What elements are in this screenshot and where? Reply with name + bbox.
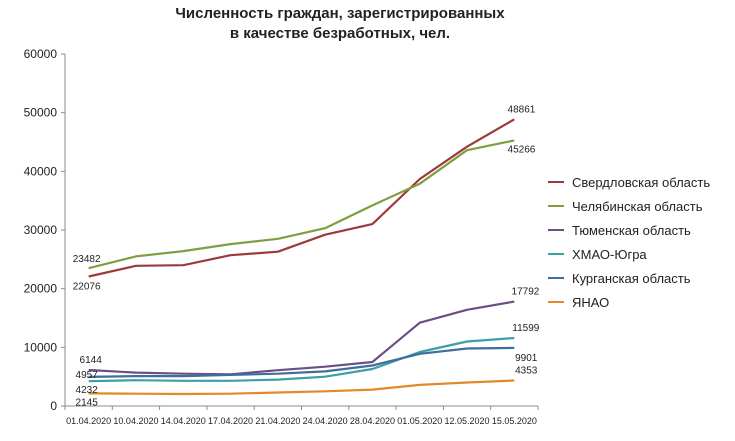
legend-swatch xyxy=(548,277,564,279)
series-line-1 xyxy=(88,139,515,270)
y-tick-label: 30000 xyxy=(24,223,58,237)
x-tick-label: 17.04.2020 xyxy=(208,416,253,426)
legend-label: Свердловская область xyxy=(572,174,711,190)
legend-label: ЯНАО xyxy=(572,294,610,310)
chart-title-line-2: в качестве безработных, чел. xyxy=(229,25,451,42)
x-tick-label: 01.04.2020 xyxy=(66,416,111,426)
legend-label: Тюменская область xyxy=(572,222,691,238)
legend-label: Курганская область xyxy=(572,270,691,286)
data-label: 22076 xyxy=(73,281,101,292)
y-tick-label: 0 xyxy=(50,399,57,413)
data-label: 2145 xyxy=(76,397,99,408)
data-label: 23482 xyxy=(73,254,101,265)
legend-label: Челябинская область xyxy=(572,198,703,214)
legend-swatch xyxy=(548,205,564,207)
data-label: 4353 xyxy=(515,365,538,376)
legend-label: ХМАО-Югра xyxy=(572,246,647,262)
legend-item: ХМАО-Югра xyxy=(548,242,733,266)
x-tick-label: 14.04.2020 xyxy=(161,416,206,426)
x-tick-label: 21.04.2020 xyxy=(255,416,300,426)
y-tick-label: 40000 xyxy=(24,164,58,178)
x-tick-label: 01.05.2020 xyxy=(397,416,442,426)
chart-title-line-1: Численность граждан, зарегистрированных xyxy=(175,5,505,22)
chart-title: Численность граждан, зарегистрированных … xyxy=(60,4,620,44)
x-tick-label: 28.04.2020 xyxy=(350,416,395,426)
data-label: 9901 xyxy=(515,353,538,364)
x-tick-label: 15.05.2020 xyxy=(492,416,537,426)
data-label: 17792 xyxy=(512,287,540,298)
legend-swatch xyxy=(548,229,564,231)
legend-swatch xyxy=(548,253,564,255)
data-labels: 22076 48861 23482 45266 6144 17792 4232 11599 49… xyxy=(73,104,540,408)
data-label: 48861 xyxy=(508,104,536,115)
legend: Свердловская область Челябинская область Т… xyxy=(548,170,733,314)
legend-item: Свердловская область xyxy=(548,170,733,194)
series-line-5 xyxy=(88,379,515,396)
series-line-2 xyxy=(88,300,515,376)
legend-swatch xyxy=(548,301,564,303)
legend-swatch xyxy=(548,181,564,183)
legend-item: Челябинская область xyxy=(548,194,733,218)
series-line-3 xyxy=(88,336,515,383)
y-tick-label: 60000 xyxy=(24,47,58,61)
y-tick-label: 10000 xyxy=(24,340,58,354)
legend-item: Тюменская область xyxy=(548,218,733,242)
data-label: 11599 xyxy=(512,323,540,334)
series-lines xyxy=(88,118,515,396)
series-line-4 xyxy=(88,346,515,378)
legend-item: ЯНАО xyxy=(548,290,733,314)
data-label: 45266 xyxy=(508,144,536,155)
x-tick-label: 12.05.2020 xyxy=(445,416,490,426)
series-line-0 xyxy=(88,118,515,278)
data-label: 4957 xyxy=(76,370,99,381)
y-tick-label: 50000 xyxy=(24,106,58,120)
y-tick-label: 20000 xyxy=(24,282,58,296)
x-tick-label: 24.04.2020 xyxy=(303,416,348,426)
data-label: 6144 xyxy=(80,355,103,366)
legend-item: Курганская область xyxy=(548,266,733,290)
x-tick-label: 10.04.2020 xyxy=(113,416,158,426)
axes: 0 10000 20000 30000 40000 50000 60000 01.04.202… xyxy=(24,47,539,426)
data-label: 4232 xyxy=(76,385,99,396)
